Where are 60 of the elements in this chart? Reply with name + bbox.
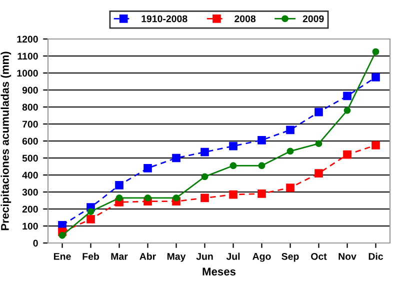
y-tick-label: 900 — [22, 86, 38, 94]
point — [343, 150, 352, 159]
point — [229, 142, 238, 150]
point — [172, 154, 180, 162]
point — [372, 141, 380, 150]
x-tick-label: Dic — [368, 252, 384, 260]
point — [144, 164, 152, 172]
point — [286, 184, 294, 192]
legend-label: 2009 — [302, 15, 324, 22]
point — [315, 140, 322, 148]
y-tick-label: 300 — [22, 188, 38, 196]
x-tick-label: Oct — [311, 252, 327, 260]
x-tick-label: Ene — [54, 253, 71, 260]
y-tick-label: 100 — [22, 222, 38, 230]
point — [314, 108, 323, 116]
y-tick-label: 0 — [33, 240, 38, 247]
point — [86, 215, 95, 224]
x-tick-label: Jun — [196, 253, 213, 260]
point — [258, 136, 266, 144]
y-tick-label: 400 — [22, 172, 38, 179]
x-tick-label: May — [167, 253, 186, 262]
x-tick-label: Sep — [282, 252, 299, 262]
y-axis-title: Precipitaciones acumuladas (mm) — [0, 52, 12, 230]
y-tick-label: 200 — [22, 206, 38, 213]
x-axis-title: Meses — [202, 268, 236, 276]
point — [116, 194, 123, 202]
x-tick-label: Nov — [338, 253, 356, 260]
point — [344, 106, 351, 114]
x-tick-label: Feb — [82, 252, 99, 260]
point — [258, 190, 266, 198]
point — [229, 190, 238, 199]
x-tick-label: Abr — [140, 252, 156, 260]
point — [258, 162, 266, 170]
legend-label: 2008 — [234, 15, 256, 22]
point — [200, 194, 209, 202]
point — [87, 208, 94, 216]
y-tick-label: 700 — [22, 120, 38, 128]
y-tick-label: 1200 — [17, 36, 38, 43]
y-tick-label: 500 — [22, 154, 38, 162]
x-tick-label: Ago — [252, 253, 271, 262]
y-tick-label: 600 — [22, 138, 38, 145]
point — [172, 194, 180, 202]
point — [115, 181, 124, 190]
point — [343, 92, 352, 100]
point — [286, 126, 294, 134]
legend-label: 1910-2008 — [142, 15, 188, 22]
y-tick-label: 1000 — [17, 70, 38, 77]
x-tick-label: Jul — [226, 252, 240, 260]
point — [230, 162, 237, 170]
y-tick-label: 800 — [22, 104, 38, 111]
point — [314, 169, 323, 178]
point — [201, 173, 208, 180]
point — [200, 148, 209, 156]
point — [372, 73, 380, 82]
point — [286, 148, 294, 155]
point — [58, 232, 66, 239]
point — [144, 194, 152, 202]
x-tick-label: Mar — [111, 253, 128, 260]
point — [372, 48, 380, 56]
y-tick-label: 1100 — [18, 52, 38, 60]
